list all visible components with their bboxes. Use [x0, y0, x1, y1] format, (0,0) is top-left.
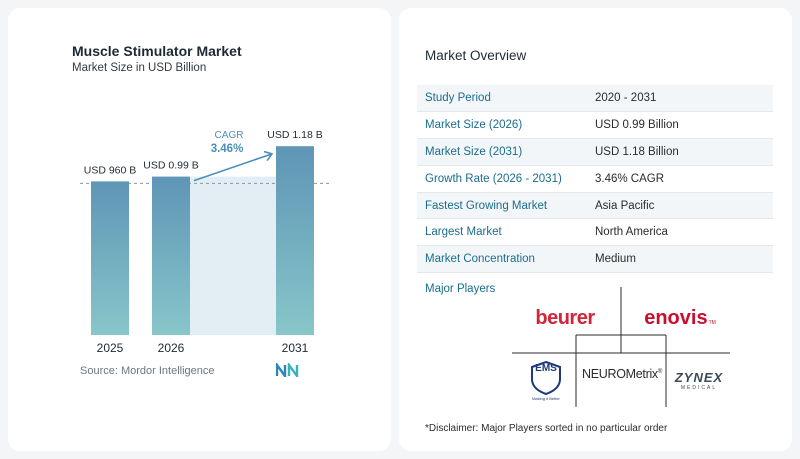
data-label-2026: USD 0.99 B [143, 160, 198, 172]
overview-key: Market Size (2026) [417, 111, 587, 140]
overview-value: Medium [587, 245, 773, 274]
overview-key: Market Concentration [417, 245, 587, 274]
enovis-logo: enovis TM [630, 303, 730, 333]
zynex-tagline: MEDICAL [680, 384, 718, 391]
zynex-logo-text: ZYNEX [674, 369, 724, 385]
data-label-2031: USD 1.18 B [267, 129, 322, 141]
major-players-title: Major Players [425, 283, 496, 295]
cagr-value: 3.46% [211, 143, 244, 155]
bar-chart: USD 960 B 2025 USD 0.99 B 2026 USD 1.18 B 203… [80, 129, 330, 355]
cagr-arrow [193, 154, 271, 182]
overview-row: Market Concentration Medium [417, 245, 773, 274]
bar-2026 [152, 176, 190, 335]
zynex-logo: ZYNEX MEDICAL [668, 365, 730, 395]
source-note: Source: Mordor Intelligence [80, 365, 215, 377]
overview-table: Study Period 2020 - 2031 Market Size (2026… [417, 85, 773, 274]
bar-2025 [91, 181, 129, 335]
players-grid [512, 287, 730, 407]
neurometrix-logo: NEUROMetrix® [578, 362, 666, 386]
overview-row: Growth Rate (2026 - 2031) 3.46% CAGR [417, 165, 773, 193]
chart-title: Muscle Stimulator Market [72, 43, 242, 59]
growth-band [190, 176, 276, 335]
enovis-logo-text: enovis [644, 306, 708, 329]
ems-logo: EMS Making it Better [524, 355, 568, 407]
overview-value: USD 1.18 Billion [587, 138, 773, 166]
enovis-tm: TM [708, 320, 716, 326]
overview-title: Market Overview [425, 48, 527, 63]
overview-key: Largest Market [417, 218, 587, 247]
beurer-logo: beurer [520, 303, 610, 333]
overview-key: Growth Rate (2026 - 2031) [417, 165, 587, 193]
overview-row: Fastest Growing Market Asia Pacific [417, 192, 773, 220]
ems-logo-text: EMS [535, 363, 557, 374]
overview-key: Market Size (2031) [417, 138, 587, 166]
x-tick-2026: 2026 [158, 341, 185, 355]
bar-2031 [276, 146, 314, 335]
overview-value: North America [587, 218, 773, 247]
overview-row: Study Period 2020 - 2031 [417, 85, 773, 113]
mordor-logo-icon [276, 363, 299, 377]
overview-row: Market Size (2031) USD 1.18 Billion [417, 138, 773, 166]
data-label-2025: USD 960 B [84, 164, 137, 176]
cagr-label: CAGR [215, 130, 244, 141]
overview-value: Asia Pacific [587, 192, 773, 220]
ems-shield-icon [531, 361, 561, 395]
overview-row: Largest Market North America [417, 218, 773, 247]
overview-key: Study Period [417, 85, 587, 113]
disclaimer: *Disclaimer: Major Players sorted in no … [425, 423, 668, 434]
overview-row: Market Size (2026) USD 0.99 Billion [417, 111, 773, 140]
neurometrix-logo-text: NEUROMetrix® [582, 367, 662, 381]
overview-key: Fastest Growing Market [417, 192, 587, 220]
overview-value: USD 0.99 Billion [587, 111, 773, 140]
overview-value: 2020 - 2031 [587, 85, 773, 113]
chart-subtitle: Market Size in USD Billion [72, 62, 207, 74]
overview-value: 3.46% CAGR [587, 165, 773, 193]
ems-tagline: Making it Better [532, 396, 560, 401]
x-tick-2031: 2031 [282, 341, 309, 355]
beurer-logo-text: beurer [535, 306, 595, 329]
x-tick-2025: 2025 [97, 341, 124, 355]
